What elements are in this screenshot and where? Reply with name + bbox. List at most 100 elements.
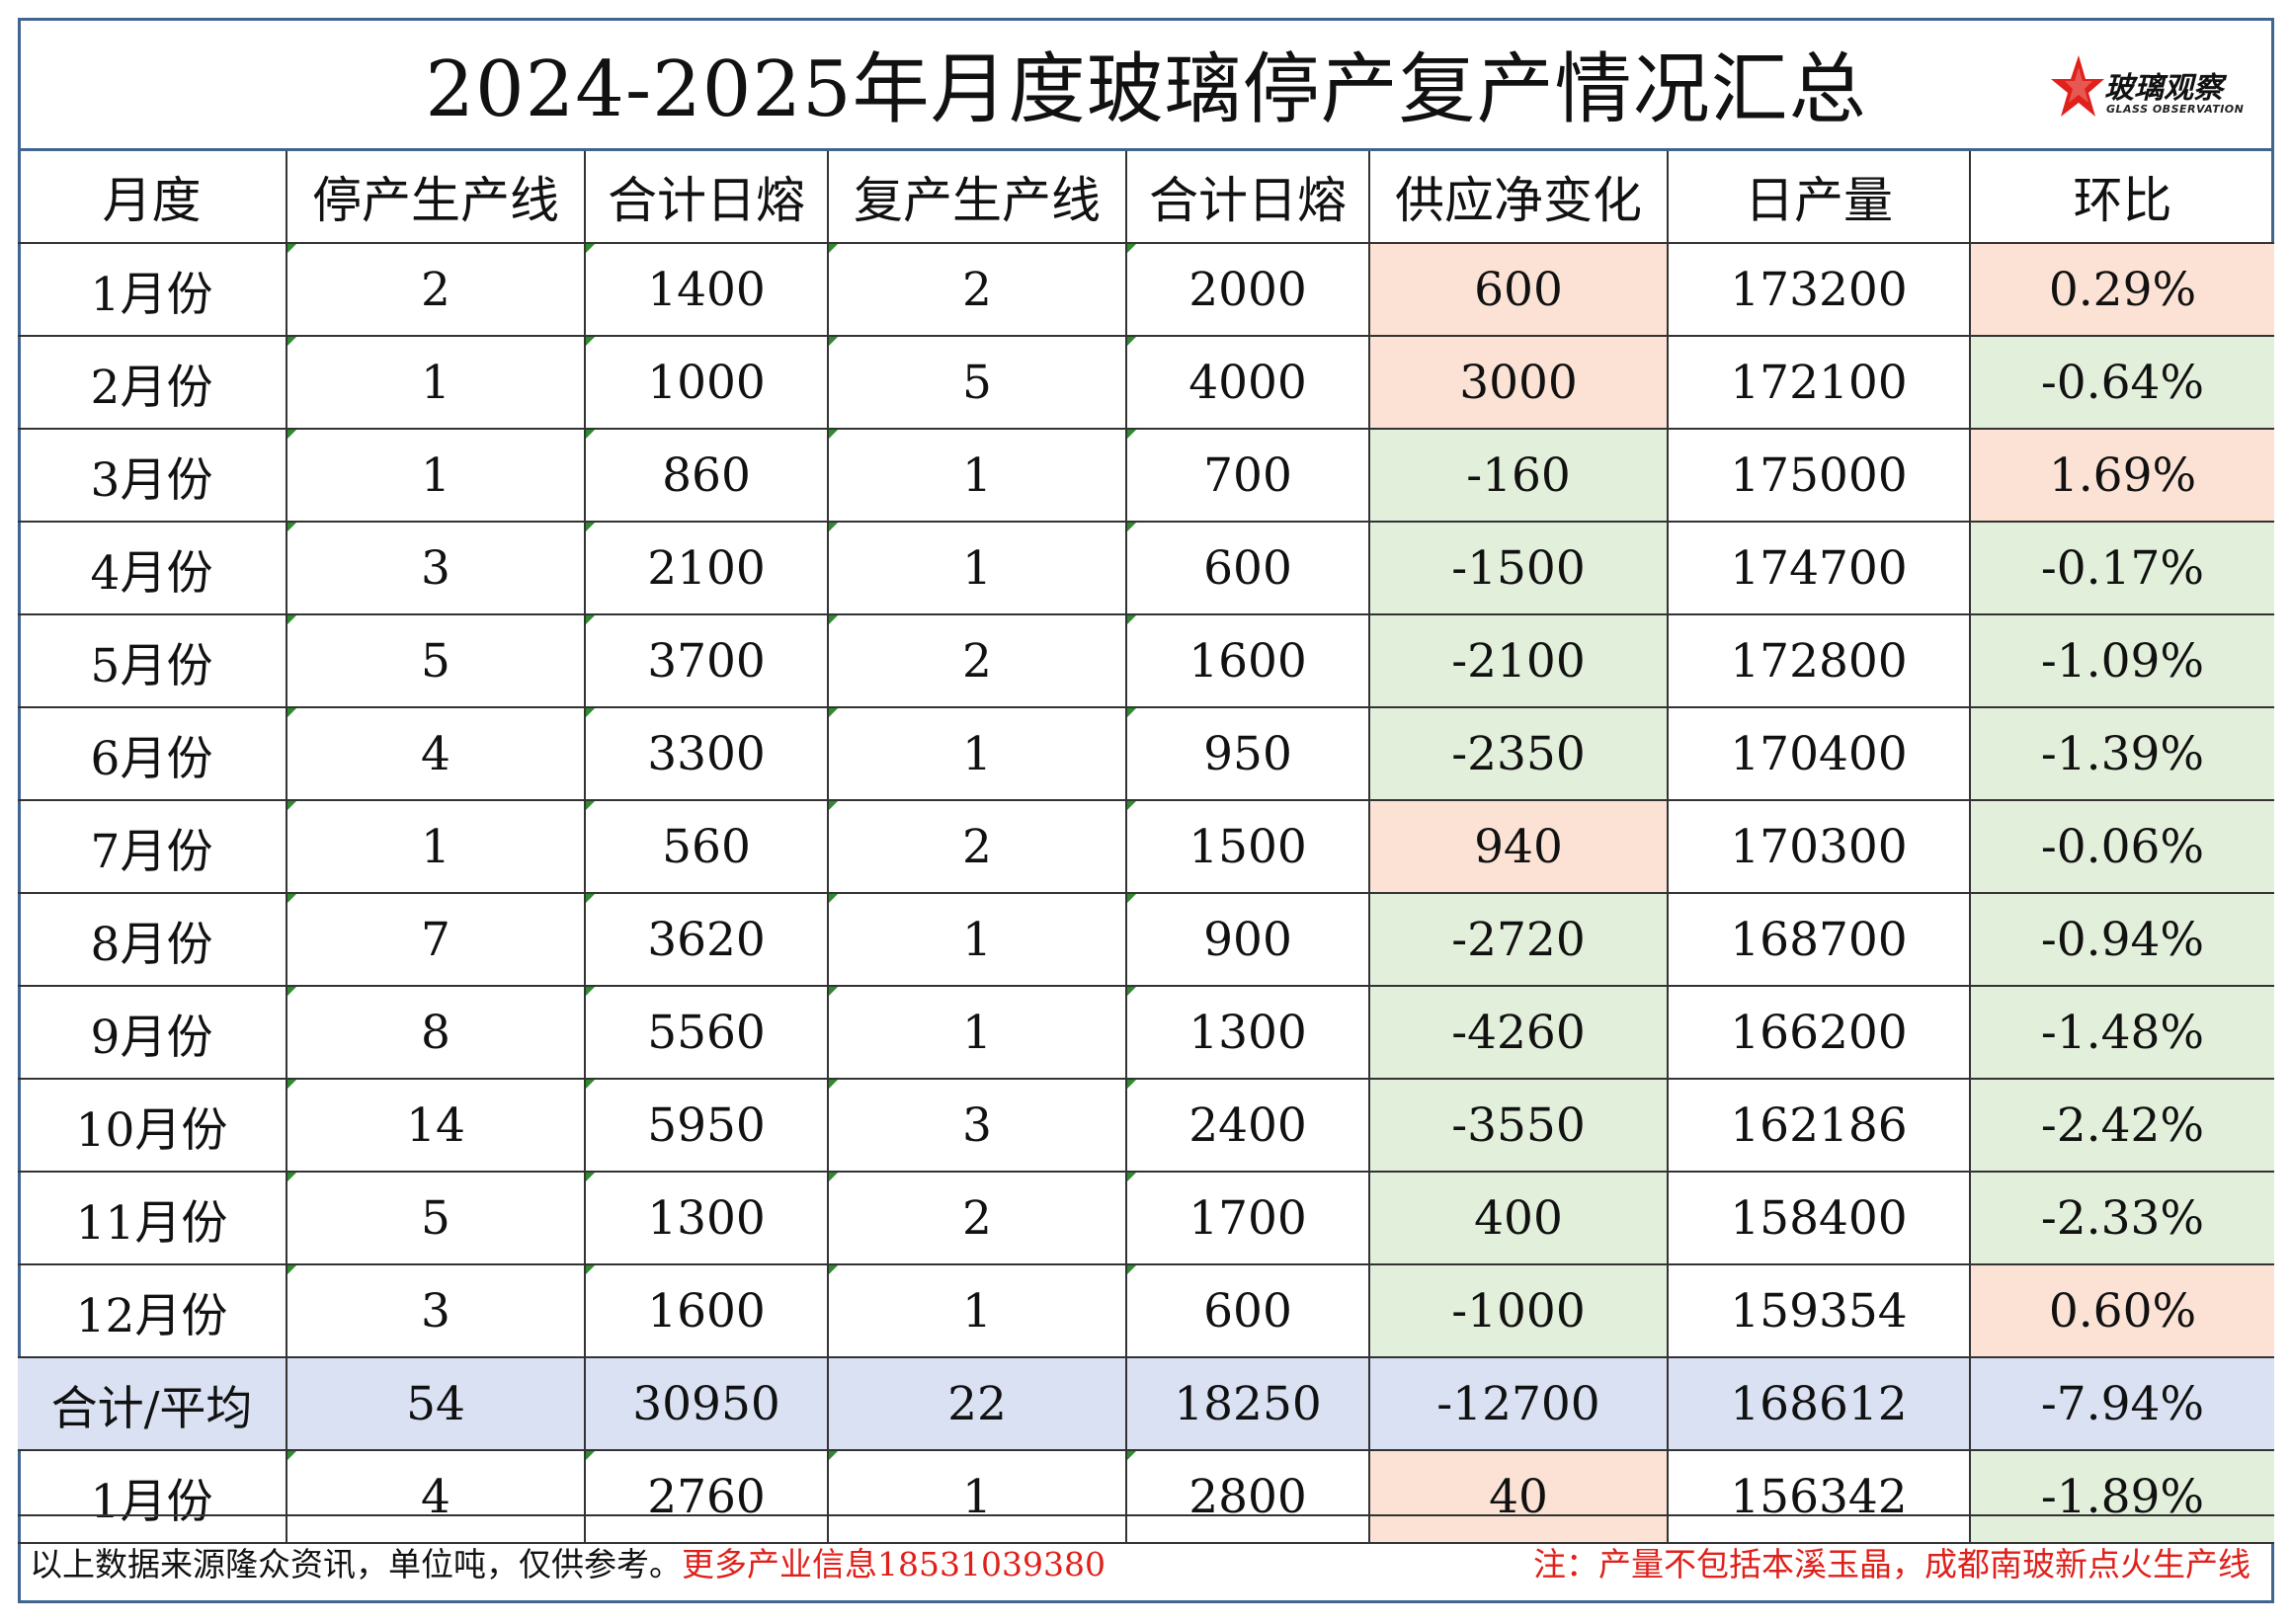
- column-header-resume-melt: 合计日熔: [1125, 151, 1370, 244]
- cell-stop-lines: 8: [286, 985, 586, 1080]
- cell-mom: -1.48%: [1969, 985, 2274, 1080]
- cell-resume-lines: 1: [827, 985, 1127, 1080]
- cell-stop-lines: 1: [286, 799, 586, 894]
- cell-resume-melt: 18250: [1125, 1356, 1370, 1451]
- cell-resume-lines: 1: [827, 706, 1127, 801]
- cell-daily-output: 170400: [1667, 706, 1971, 801]
- cell-resume-lines: 5: [827, 335, 1127, 430]
- cell-mom: 0.60%: [1969, 1263, 2274, 1358]
- cell-stop-melt: 1600: [584, 1263, 829, 1358]
- cell-resume-lines: 1: [827, 1263, 1127, 1358]
- total-row: 合计/平均 54 30950 22 18250 -12700 168612 -7.94%: [18, 1356, 2274, 1451]
- column-header-month: 月度: [18, 151, 287, 244]
- cell-stop-lines: 2: [286, 242, 586, 337]
- cell-stop-melt: 3620: [584, 892, 829, 987]
- table-row: 10月份 14 5950 3 2400 -3550 162186 -2.42%: [18, 1078, 2274, 1173]
- cell-month: 8月份: [18, 892, 287, 987]
- cell-mom: -0.94%: [1969, 892, 2274, 987]
- cell-month: 12月份: [18, 1263, 287, 1358]
- cell-net-change: -12700: [1368, 1356, 1669, 1451]
- cell-month: 1月份: [18, 242, 287, 337]
- table-row: 11月份 5 1300 2 1700 400 158400 -2.33%: [18, 1171, 2274, 1265]
- cell-month: 4月份: [18, 521, 287, 615]
- cell-net-change: -2350: [1368, 706, 1669, 801]
- header-row: 月度 停产生产线 合计日熔 复产生产线 合计日熔 供应净变化 日产量 环比: [18, 151, 2274, 244]
- cell-mom: 1.69%: [1969, 428, 2274, 523]
- cell-stop-lines: 1: [286, 428, 586, 523]
- cell-mom: -2.42%: [1969, 1078, 2274, 1173]
- column-header-mom: 环比: [1969, 151, 2274, 244]
- cell-daily-output: 168700: [1667, 892, 1971, 987]
- cell-mom: -1.09%: [1969, 613, 2274, 708]
- cell-net-change: 3000: [1368, 335, 1669, 430]
- cell-daily-output: 175000: [1667, 428, 1971, 523]
- table-row: 1月份 2 1400 2 2000 600 173200 0.29%: [18, 242, 2274, 337]
- cell-stop-lines: 7: [286, 892, 586, 987]
- cell-resume-melt: 1500: [1125, 799, 1370, 894]
- cell-net-change: 400: [1368, 1171, 1669, 1265]
- cell-stop-melt: 5560: [584, 985, 829, 1080]
- cell-daily-output: 166200: [1667, 985, 1971, 1080]
- cell-mom: -0.64%: [1969, 335, 2274, 430]
- cell-net-change: -1500: [1368, 521, 1669, 615]
- cell-stop-lines: 14: [286, 1078, 586, 1173]
- table-row: 2月份 1 1000 5 4000 3000 172100 -0.64%: [18, 335, 2274, 430]
- footer: 以上数据来源隆众资讯，单位吨，仅供参考。更多产业信息18531039380 注：…: [18, 1514, 2274, 1603]
- cell-net-change: -4260: [1368, 985, 1669, 1080]
- cell-stop-lines: 5: [286, 613, 586, 708]
- cell-month: 10月份: [18, 1078, 287, 1173]
- cell-month: 1月份: [18, 1449, 287, 1544]
- cell-net-change: -3550: [1368, 1078, 1669, 1173]
- cell-resume-melt: 600: [1125, 521, 1370, 615]
- cell-daily-output: 174700: [1667, 521, 1971, 615]
- table-row: 7月份 1 560 2 1500 940 170300 -0.06%: [18, 799, 2274, 894]
- column-header-daily-output: 日产量: [1667, 151, 1971, 244]
- footer-left: 以上数据来源隆众资讯，单位吨，仅供参考。更多产业信息18531039380: [30, 1538, 1105, 1585]
- cell-resume-melt: 600: [1125, 1263, 1370, 1358]
- cell-daily-output: 172800: [1667, 613, 1971, 708]
- cell-net-change: -2100: [1368, 613, 1669, 708]
- cell-stop-lines: 54: [286, 1356, 586, 1451]
- table-row: 5月份 5 3700 2 1600 -2100 172800 -1.09%: [18, 613, 2274, 708]
- cell-month: 合计/平均: [18, 1356, 287, 1451]
- footer-note: 注：产量不包括本溪玉晶，成都南玻新点火生产线: [1533, 1545, 2251, 1583]
- cell-resume-lines: 2: [827, 613, 1127, 708]
- cell-resume-lines: 2: [827, 242, 1127, 337]
- table-row: 8月份 7 3620 1 900 -2720 168700 -0.94%: [18, 892, 2274, 987]
- cell-resume-lines: 1: [827, 428, 1127, 523]
- cell-resume-lines: 2: [827, 799, 1127, 894]
- cell-month: 7月份: [18, 799, 287, 894]
- cell-mom: -1.89%: [1969, 1449, 2274, 1544]
- cell-mom: 0.29%: [1969, 242, 2274, 337]
- cell-resume-melt: 2000: [1125, 242, 1370, 337]
- cell-stop-lines: 4: [286, 1449, 586, 1544]
- cell-resume-melt: 2400: [1125, 1078, 1370, 1173]
- column-header-resume-lines: 复产生产线: [827, 151, 1127, 244]
- cell-resume-melt: 1700: [1125, 1171, 1370, 1265]
- cell-mom: -0.17%: [1969, 521, 2274, 615]
- cell-daily-output: 172100: [1667, 335, 1971, 430]
- cell-resume-melt: 900: [1125, 892, 1370, 987]
- cell-stop-melt: 5950: [584, 1078, 829, 1173]
- cell-stop-lines: 3: [286, 521, 586, 615]
- cell-resume-melt: 1300: [1125, 985, 1370, 1080]
- cell-daily-output: 173200: [1667, 242, 1971, 337]
- cell-resume-melt: 950: [1125, 706, 1370, 801]
- cell-net-change: -2720: [1368, 892, 1669, 987]
- cell-month: 5月份: [18, 613, 287, 708]
- cell-resume-lines: 22: [827, 1356, 1127, 1451]
- column-header-stop-lines: 停产生产线: [286, 151, 586, 244]
- cell-resume-melt: 700: [1125, 428, 1370, 523]
- cell-stop-lines: 3: [286, 1263, 586, 1358]
- cell-mom: -7.94%: [1969, 1356, 2274, 1451]
- cell-daily-output: 158400: [1667, 1171, 1971, 1265]
- page-title: 2024-2025年月度玻璃停产复产情况汇总: [425, 45, 1867, 134]
- cell-resume-melt: 1600: [1125, 613, 1370, 708]
- cell-mom: -1.39%: [1969, 706, 2274, 801]
- cell-month: 2月份: [18, 335, 287, 430]
- cell-resume-melt: 4000: [1125, 335, 1370, 430]
- cell-net-change: 600: [1368, 242, 1669, 337]
- table-row: 6月份 4 3300 1 950 -2350 170400 -1.39%: [18, 706, 2274, 801]
- cell-stop-lines: 4: [286, 706, 586, 801]
- cell-month: 9月份: [18, 985, 287, 1080]
